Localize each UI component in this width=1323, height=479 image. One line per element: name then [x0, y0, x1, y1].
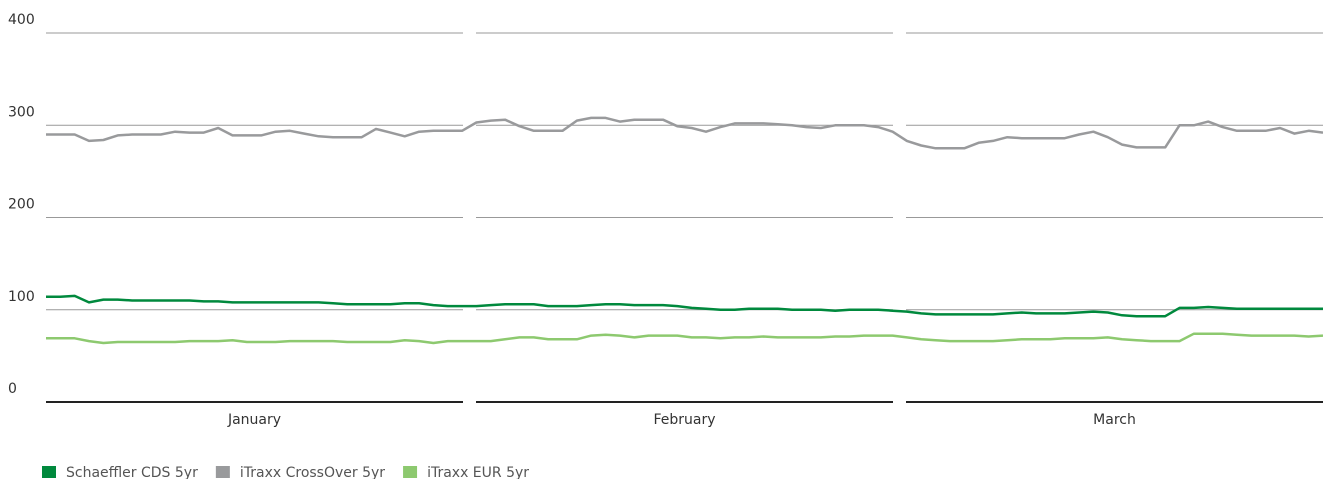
- y-tick-label: 300: [8, 104, 35, 120]
- legend-label: iTraxx CrossOver 5yr: [240, 465, 385, 479]
- y-tick-label: 200: [8, 197, 35, 213]
- legend-swatch: [403, 466, 418, 478]
- legend-label: Schaeffler CDS 5yr: [66, 465, 198, 479]
- x-tick-label: March: [1093, 412, 1136, 428]
- series-line: [46, 116, 1323, 150]
- x-tick-label: January: [227, 412, 281, 428]
- legend: Schaeffler CDS 5yr iTraxx CrossOver 5yr iT…: [42, 465, 529, 479]
- legend-swatch: [42, 466, 56, 478]
- legend-swatch: [215, 466, 230, 478]
- y-tick-label: 100: [8, 289, 35, 305]
- series-line: [46, 332, 1323, 345]
- legend-label: iTraxx EUR 5yr: [427, 465, 529, 479]
- y-tick-label: 0: [8, 381, 17, 397]
- x-tick-label: February: [653, 412, 715, 428]
- series-line: [46, 294, 1323, 318]
- y-tick-label: 400: [8, 12, 35, 28]
